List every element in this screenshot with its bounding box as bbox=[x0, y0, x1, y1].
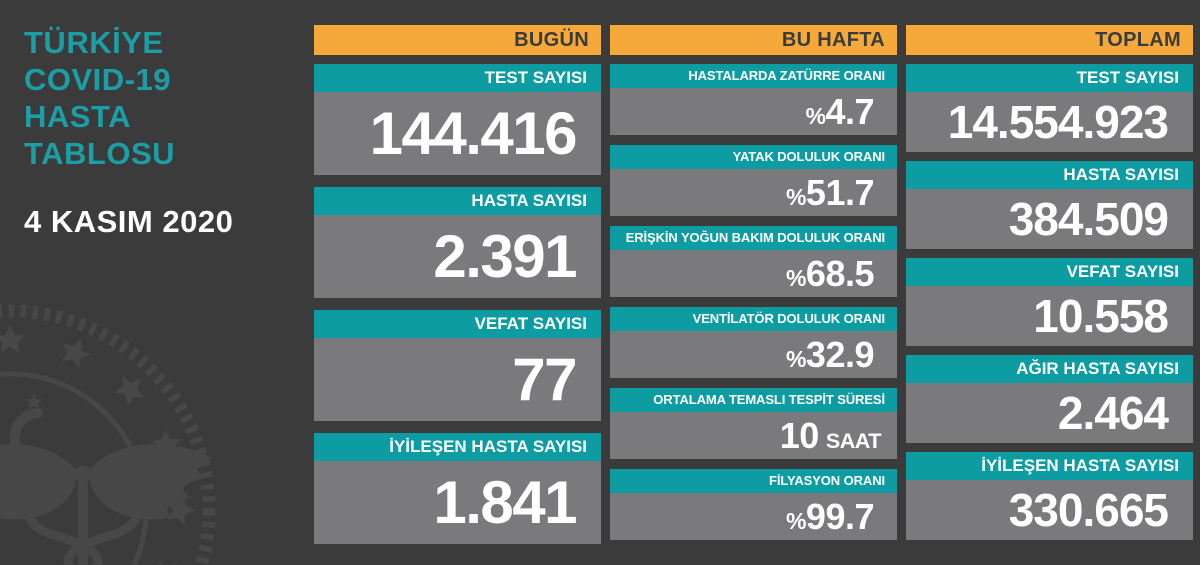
value-number: 10 bbox=[779, 415, 820, 456]
value-prefix: % bbox=[785, 184, 806, 210]
stat-bugun-hasta-sayisi: HASTA SAYISI 2.391 bbox=[314, 187, 601, 298]
stat-ventilator-doluluk-orani: VENTİLATÖR DOLULUK ORANI %32.9 bbox=[610, 307, 897, 378]
column-header-bugun: BUGÜN bbox=[314, 25, 601, 55]
value-number: 330.665 bbox=[1008, 484, 1169, 536]
stat-value: 14.554.923 bbox=[906, 92, 1193, 152]
report-date: 4 KASIM 2020 bbox=[24, 204, 234, 239]
stat-toplam-hasta-sayisi: HASTA SAYISI 384.509 bbox=[906, 161, 1193, 249]
value-prefix: % bbox=[785, 508, 806, 534]
value-number: 4.7 bbox=[825, 91, 874, 132]
stat-agir-hasta-sayisi: AĞIR HASTA SAYISI 2.464 bbox=[906, 355, 1193, 443]
column-bugun: BUGÜN TEST SAYISI 144.416 HASTA SAYISI 2… bbox=[314, 25, 601, 556]
stat-value: %99.7 bbox=[610, 493, 897, 540]
stat-value: 2.464 bbox=[906, 383, 1193, 443]
title-line-3: HASTA bbox=[24, 99, 131, 134]
stat-value: %4.7 bbox=[610, 88, 897, 135]
stat-value: 10 SAAT bbox=[610, 412, 897, 459]
stat-filyasyon-orani: FİLYASYON ORANI %99.7 bbox=[610, 469, 897, 540]
value-number: 144.416 bbox=[369, 100, 578, 167]
stat-bugun-vefat-sayisi: VEFAT SAYISI 77 bbox=[314, 310, 601, 421]
stat-label: YATAK DOLULUK ORANI bbox=[610, 145, 897, 169]
stat-label: VENTİLATÖR DOLULUK ORANI bbox=[610, 307, 897, 331]
stat-value: 144.416 bbox=[314, 92, 601, 175]
column-header-bu-hafta: BU HAFTA bbox=[610, 25, 897, 55]
stat-value: 10.558 bbox=[906, 286, 1193, 346]
stat-label: TEST SAYISI bbox=[906, 64, 1193, 92]
value-number: 10.558 bbox=[1033, 290, 1169, 342]
stat-hastalarda-zaturre-orani: HASTALARDA ZATÜRRE ORANI %4.7 bbox=[610, 64, 897, 135]
stat-label: TEST SAYISI bbox=[314, 64, 601, 92]
stat-value: 77 bbox=[314, 338, 601, 421]
stat-label: ERİŞKİN YOĞUN BAKIM DOLULUK ORANI bbox=[610, 226, 897, 250]
title-line-2: COVID-19 bbox=[24, 62, 171, 97]
value-number: 384.509 bbox=[1008, 193, 1169, 245]
value-number: 77 bbox=[512, 346, 577, 413]
stat-label: VEFAT SAYISI bbox=[314, 310, 601, 338]
turkey-health-ministry-emblem-icon bbox=[0, 304, 216, 565]
value-number: 2.391 bbox=[433, 223, 577, 290]
value-prefix: % bbox=[785, 265, 806, 291]
title-line-1: TÜRKİYE bbox=[24, 25, 164, 60]
column-toplam: TOPLAM TEST SAYISI 14.554.923 HASTA SAYI… bbox=[906, 25, 1193, 549]
stat-value: 2.391 bbox=[314, 215, 601, 298]
value-number: 14.554.923 bbox=[947, 96, 1169, 148]
stat-eriskin-yogun-bakim-doluluk-orani: ERİŞKİN YOĞUN BAKIM DOLULUK ORANI %68.5 bbox=[610, 226, 897, 297]
stat-label: İYİLEŞEN HASTA SAYISI bbox=[906, 452, 1193, 480]
stat-value: %32.9 bbox=[610, 331, 897, 378]
stat-label: HASTALARDA ZATÜRRE ORANI bbox=[610, 64, 897, 88]
stat-ortalama-temasli-tespit-suresi: ORTALAMA TEMASLI TESPİT SÜRESİ 10 SAAT bbox=[610, 388, 897, 459]
stat-toplam-iyilesen-hasta-sayisi: İYİLEŞEN HASTA SAYISI 330.665 bbox=[906, 452, 1193, 540]
stat-bugun-test-sayisi: TEST SAYISI 144.416 bbox=[314, 64, 601, 175]
stat-value: 330.665 bbox=[906, 480, 1193, 540]
column-header-toplam: TOPLAM bbox=[906, 25, 1193, 55]
value-prefix: % bbox=[805, 103, 826, 129]
value-number: 32.9 bbox=[805, 334, 875, 375]
stat-value: 1.841 bbox=[314, 461, 601, 544]
value-suffix: SAAT bbox=[825, 428, 882, 453]
stat-value: 384.509 bbox=[906, 189, 1193, 249]
stat-label: HASTA SAYISI bbox=[314, 187, 601, 215]
value-number: 99.7 bbox=[805, 496, 875, 537]
column-bu-hafta: BU HAFTA HASTALARDA ZATÜRRE ORANI %4.7 Y… bbox=[610, 25, 897, 550]
page-title: TÜRKİYE COVID-19 HASTA TABLOSU bbox=[24, 24, 304, 172]
value-prefix: % bbox=[785, 346, 806, 372]
stat-value: %68.5 bbox=[610, 250, 897, 297]
stat-bugun-iyilesen-hasta-sayisi: İYİLEŞEN HASTA SAYISI 1.841 bbox=[314, 433, 601, 544]
stat-label: ORTALAMA TEMASLI TESPİT SÜRESİ bbox=[610, 388, 897, 412]
stat-yatak-doluluk-orani: YATAK DOLULUK ORANI %51.7 bbox=[610, 145, 897, 216]
sidebar: TÜRKİYE COVID-19 HASTA TABLOSU 4 KASIM 2… bbox=[24, 24, 304, 240]
stat-label: İYİLEŞEN HASTA SAYISI bbox=[314, 433, 601, 461]
value-number: 1.841 bbox=[433, 469, 577, 536]
stat-label: AĞIR HASTA SAYISI bbox=[906, 355, 1193, 383]
stat-label: VEFAT SAYISI bbox=[906, 258, 1193, 286]
value-number: 51.7 bbox=[805, 172, 875, 213]
stat-value: %51.7 bbox=[610, 169, 897, 216]
stat-label: FİLYASYON ORANI bbox=[610, 469, 897, 493]
value-number: 2.464 bbox=[1057, 387, 1169, 439]
value-number: 68.5 bbox=[805, 253, 875, 294]
stat-toplam-vefat-sayisi: VEFAT SAYISI 10.558 bbox=[906, 258, 1193, 346]
stat-label: HASTA SAYISI bbox=[906, 161, 1193, 189]
title-line-4: TABLOSU bbox=[24, 136, 176, 171]
stat-toplam-test-sayisi: TEST SAYISI 14.554.923 bbox=[906, 64, 1193, 152]
